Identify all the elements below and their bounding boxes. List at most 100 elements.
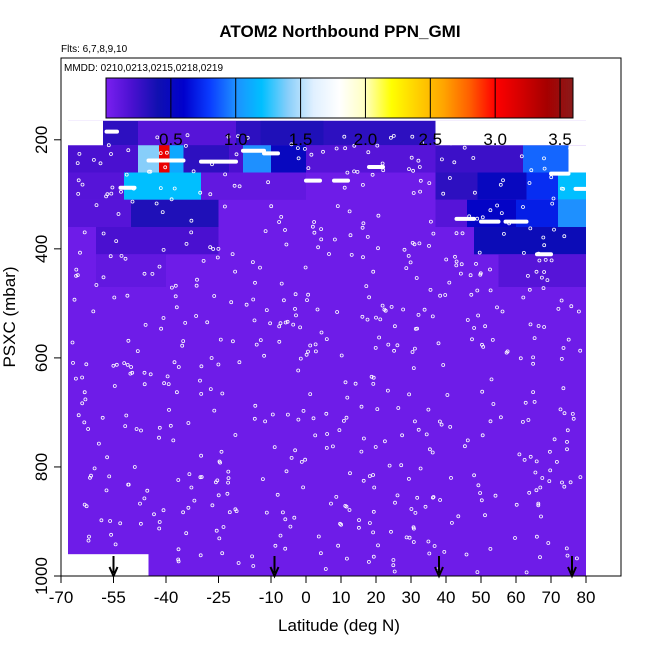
sample-point (454, 231, 459, 236)
sample-point (278, 321, 283, 326)
sample-point (559, 186, 564, 191)
x-tick-label: -40 (154, 588, 179, 607)
sample-point (361, 255, 365, 260)
sample-point (538, 555, 542, 560)
sample-point (76, 178, 81, 183)
sample-point (230, 252, 235, 257)
sample-point (101, 231, 106, 236)
sample-point (155, 135, 160, 140)
sample-point (104, 488, 109, 493)
sample-point (106, 143, 111, 148)
sample-point (94, 283, 99, 287)
sample-point (160, 210, 165, 215)
sample-point (208, 192, 213, 197)
sample-point (84, 504, 89, 509)
sample-point (447, 176, 452, 180)
sample-point (441, 363, 446, 367)
sample-point (426, 407, 431, 412)
sample-point (477, 250, 482, 255)
sample-point (416, 312, 421, 317)
sample-point (418, 466, 423, 471)
sample-point (301, 485, 306, 490)
sample-point (528, 454, 533, 459)
sample-point (562, 484, 567, 489)
sample-point (292, 515, 297, 520)
sample-point (410, 350, 415, 354)
down-arrow-icon (434, 556, 444, 579)
sample-point (469, 292, 474, 297)
sample-point (269, 204, 274, 209)
sample-point (552, 227, 556, 232)
sample-point (244, 302, 249, 307)
sample-point (391, 558, 396, 562)
sample-point (476, 483, 481, 488)
missing-data-region (68, 554, 149, 576)
sample-point (493, 493, 498, 498)
sample-point (119, 253, 124, 258)
sample-point (562, 411, 567, 416)
sample-point (521, 205, 525, 209)
x-tick-label: 50 (472, 588, 491, 607)
sample-point (157, 425, 162, 430)
sample-point (184, 531, 189, 536)
sample-point (478, 491, 483, 495)
sample-point (124, 172, 129, 177)
sample-point (158, 151, 163, 156)
sample-point (183, 143, 188, 148)
colorbar-tick-label: 3.5 (548, 130, 572, 149)
sample-point (520, 135, 525, 140)
y-tick-label: 800 (32, 453, 51, 481)
sample-point (513, 536, 517, 540)
y-axis-label: PSXC (mbar) (0, 266, 19, 367)
sample-point (279, 214, 284, 219)
sample-point (392, 569, 397, 574)
sample-point (412, 242, 417, 247)
heatmap-cell (558, 172, 586, 200)
colorbar-tick-label: 3.0 (483, 130, 507, 149)
sample-point (312, 220, 317, 224)
sample-point (176, 547, 181, 552)
sample-point (416, 427, 421, 432)
sample-point (330, 444, 335, 449)
sample-point (309, 152, 314, 157)
sample-point (416, 158, 421, 163)
sample-point (337, 428, 342, 433)
sample-point (237, 360, 242, 365)
sample-point (545, 278, 550, 283)
sample-point (406, 253, 411, 258)
sample-point (142, 370, 147, 375)
missing-data-region (586, 58, 621, 576)
sample-point (531, 390, 535, 395)
sample-point (285, 412, 290, 417)
sample-point (411, 168, 416, 173)
sample-point (250, 260, 255, 265)
sample-point (172, 186, 177, 191)
sample-point (564, 546, 569, 551)
sample-point (521, 295, 526, 300)
sample-point (199, 453, 204, 458)
sample-point (357, 518, 361, 522)
sample-point (382, 307, 387, 312)
sample-point (452, 160, 457, 165)
sample-point (353, 381, 358, 386)
sample-point (80, 375, 84, 380)
sample-point (184, 241, 189, 246)
colorbar-gradient (105, 77, 574, 119)
sample-point (527, 490, 532, 495)
sample-point (479, 498, 484, 503)
sample-point (371, 381, 376, 386)
sample-point (500, 309, 505, 314)
sample-point (348, 471, 352, 476)
x-tick-label: -25 (206, 588, 231, 607)
sample-point (407, 392, 412, 397)
sample-point (226, 469, 231, 474)
sample-point (342, 185, 347, 190)
sample-point (367, 474, 372, 479)
sample-point (143, 322, 148, 327)
sample-point (285, 319, 290, 324)
sample-point (480, 389, 485, 394)
sample-point (263, 419, 268, 424)
sample-point (542, 137, 546, 142)
sample-point (371, 473, 376, 477)
down-arrow-icon (567, 556, 577, 579)
